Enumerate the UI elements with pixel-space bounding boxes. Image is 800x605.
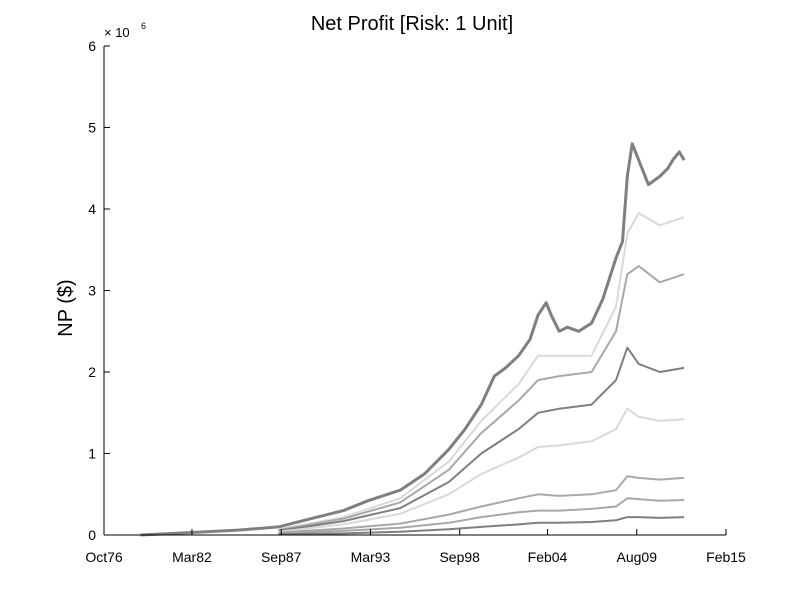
axes-layer — [103, 46, 726, 536]
y-tick-label-3: 3 — [88, 283, 96, 299]
x-tick-label-7: Feb15 — [706, 549, 746, 565]
series-line-6 — [278, 475, 685, 534]
series-line-4 — [278, 346, 685, 532]
x-tick-label-2: Sep87 — [261, 549, 302, 565]
y-exponent-label: × 10 — [104, 25, 130, 40]
y-tick-label-6: 6 — [88, 38, 96, 54]
x-tick-label-6: Aug09 — [617, 549, 658, 565]
x-tick-label-0: Oct76 — [85, 549, 123, 565]
series-line-2 — [278, 212, 685, 531]
chart-title: Net Profit [Risk: 1 Unit] — [311, 13, 513, 35]
x-tick-label-1: Mar82 — [172, 549, 212, 565]
series-line-8 — [278, 516, 685, 536]
series-line-3 — [278, 265, 685, 532]
x-ticks-layer: Oct76 Mar82 Sep87 Mar93 Sep98 Feb04 Aug09 Feb15 — [85, 529, 746, 565]
series-layer — [140, 142, 686, 537]
x-tick-label-4: Sep98 — [439, 549, 480, 565]
series-line-7 — [278, 497, 685, 535]
y-tick-label-4: 4 — [88, 201, 96, 217]
y-tick-label-5: 5 — [88, 120, 96, 136]
x-tick-label-5: Feb04 — [528, 549, 568, 565]
x-tick-label-3: Mar93 — [351, 549, 391, 565]
y-ticks-layer: 0 1 2 3 4 5 6 — [88, 38, 110, 543]
y-tick-label-1: 1 — [88, 446, 96, 462]
y-axis-label: NP ($) — [55, 279, 77, 336]
series-line-5 — [278, 407, 685, 533]
y-tick-label-0: 0 — [88, 527, 96, 543]
y-exponent-power: 6 — [141, 21, 146, 31]
y-tick-label-2: 2 — [88, 364, 96, 380]
series-line-1 — [140, 142, 686, 537]
